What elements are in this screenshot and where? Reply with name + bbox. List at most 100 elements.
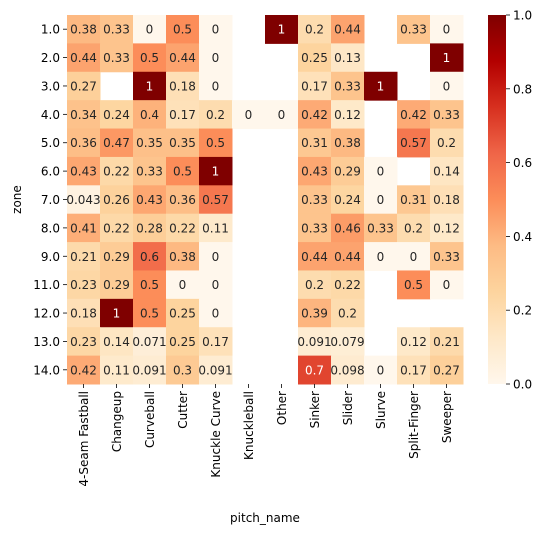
heatmap-cell [67, 156, 101, 186]
colorbar-ticks: 0.0 0.2 0.4 0.6 0.8 1.0 [506, 9, 532, 392]
heatmap-cell [199, 270, 233, 300]
cell-value-label: 0 [278, 108, 286, 122]
cell-value-label: 0 [377, 193, 385, 207]
cell-value-label: 0.21 [433, 335, 460, 349]
heatmap-cell [199, 298, 233, 328]
heatmap-cell [133, 71, 167, 101]
y-axis-ticks: 1.0 2.0 3.0 4.0 5.0 6.0 7.0 8.0 9.0 11.0 12.0 13.0 1… [33, 23, 67, 377]
cell-value-label: 0.5 [404, 278, 423, 292]
heatmap-cell [166, 298, 200, 328]
heatmap-cell [331, 327, 365, 357]
heatmap-cell [133, 298, 167, 328]
heatmap-cell [100, 128, 134, 158]
cell-value-label: 0.38 [70, 23, 97, 37]
colorbar-tick-label: 0.6 [513, 156, 532, 170]
heatmap-cell [199, 327, 233, 357]
cell-value-label: 0.33 [301, 193, 328, 207]
cell-value-label: 1 [377, 79, 385, 93]
x-tick-label: Knuckle Curve [209, 391, 223, 478]
cell-value-label: 0.34 [70, 108, 97, 122]
cell-value-label: 0.44 [70, 51, 97, 65]
cell-value-label: 0 [212, 51, 220, 65]
y-tick-label: 4.0 [41, 108, 60, 122]
colorbar-tick-label: 0.4 [513, 230, 532, 244]
cell-value-label: 0 [212, 79, 220, 93]
cell-value-label: 0 [410, 250, 418, 264]
cell-value-label: 0.36 [70, 136, 97, 150]
cell-value-label: 0.7 [305, 363, 324, 377]
x-tick-label: Slider [341, 391, 355, 425]
cell-value-label: 0.5 [173, 23, 192, 37]
cell-value-label: 0 [245, 108, 253, 122]
cell-value-label: 0.44 [334, 23, 361, 37]
heatmap-cell [133, 355, 167, 385]
heatmap-cell [199, 43, 233, 73]
heatmap-cell [100, 43, 134, 73]
heatmap-cell [166, 15, 200, 44]
heatmap-cell [133, 128, 167, 158]
cell-value-label: 0.18 [169, 79, 196, 93]
cell-value-label: 0 [377, 363, 385, 377]
cell-value-label: 0.43 [70, 165, 97, 179]
cell-value-label: 0.17 [169, 108, 196, 122]
cell-value-label: 0.17 [400, 363, 427, 377]
cell-value-label: 0.2 [305, 23, 324, 37]
cell-value-label: 0.35 [136, 136, 163, 150]
cell-value-label: 0.38 [169, 250, 196, 264]
cell-value-label: 0.5 [140, 307, 159, 321]
cell-value-label: 0 [443, 278, 451, 292]
heatmap-cell [166, 242, 200, 271]
heatmap-cell [100, 270, 134, 300]
heatmap-cell [67, 185, 101, 215]
heatmap-cell [331, 355, 365, 385]
cell-value-label: 0.23 [70, 278, 97, 292]
cell-value-label: 0.23 [70, 335, 97, 349]
cell-value-label: 0.091 [297, 335, 331, 349]
cell-value-label: 0.091 [198, 363, 232, 377]
x-tick-label: Sweeper [440, 391, 454, 443]
cell-value-label: 0 [212, 307, 220, 321]
cell-value-label: 0.22 [103, 221, 130, 235]
cell-value-label: 0.26 [103, 193, 130, 207]
heatmap-cell [67, 128, 101, 158]
heatmap-cell [133, 327, 167, 357]
heatmap-cell [166, 327, 200, 357]
x-tick-label: Slurve [374, 391, 388, 429]
cell-value-label: 0.5 [140, 278, 159, 292]
cell-value-label: 0 [179, 278, 187, 292]
x-tick-label: Curveball [143, 391, 157, 448]
heatmap-cell [100, 213, 134, 243]
heatmap-cell [232, 100, 266, 130]
cell-value-label: 1 [443, 51, 451, 65]
heatmap-cell [397, 355, 431, 385]
heatmap-cell [67, 298, 101, 328]
cell-value-label: 0.42 [400, 108, 427, 122]
cell-value-label: 0.5 [173, 165, 192, 179]
heatmap-cell [100, 15, 134, 44]
cell-value-label: 0.31 [400, 193, 427, 207]
heatmap-cell [133, 156, 167, 186]
cell-value-label: 0.21 [70, 250, 97, 264]
y-tick-label: 9.0 [41, 250, 60, 264]
heatmap-cell [67, 213, 101, 243]
cell-value-label: 0 [212, 23, 220, 37]
heatmap-cell [331, 43, 365, 73]
heatmap-cell [166, 156, 200, 186]
cell-value-label: 0.25 [301, 51, 328, 65]
colorbar-tick-label: 0.0 [513, 378, 532, 392]
heatmap-cell [100, 355, 134, 385]
heatmap-cell [298, 242, 332, 271]
heatmap-cell [298, 185, 332, 215]
cell-value-label: 0.2 [437, 136, 456, 150]
heatmap-cell [133, 43, 167, 73]
cell-value-label: 0.25 [169, 335, 196, 349]
cell-value-label: 0.38 [334, 136, 361, 150]
cell-value-label: 0.27 [433, 363, 460, 377]
cell-value-label: 0.079 [330, 335, 364, 349]
cell-value-label: 0.22 [334, 278, 361, 292]
heatmap-cell [133, 242, 167, 271]
cell-value-label: 0.39 [301, 307, 328, 321]
cell-value-label: 0.17 [202, 335, 229, 349]
heatmap-cell [67, 270, 101, 300]
